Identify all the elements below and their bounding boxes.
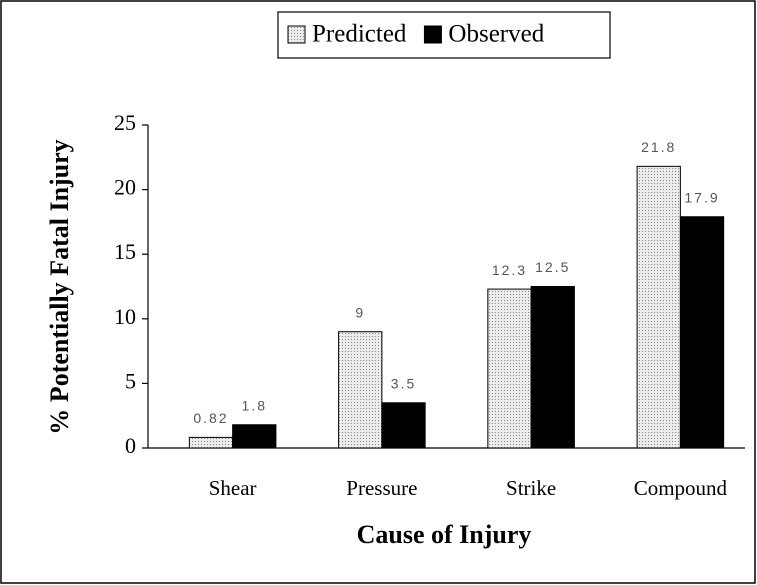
- data-label: 1.8: [242, 397, 267, 413]
- x-axis-title: Cause of Injury: [357, 520, 532, 549]
- x-tick-label: Shear: [209, 476, 257, 500]
- bar: [188, 436, 234, 449]
- y-tick-label: 10: [114, 304, 136, 329]
- y-tick-label: 15: [114, 239, 136, 264]
- y-tick-label: 0: [125, 433, 136, 458]
- legend-box: [277, 11, 611, 59]
- bar: [636, 165, 681, 449]
- bar: [679, 216, 725, 449]
- bar: [487, 288, 532, 449]
- data-label: 21.8: [641, 139, 676, 155]
- data-label: 3.5: [391, 375, 416, 391]
- y-tick-label: 25: [114, 110, 136, 135]
- x-tick-label: Strike: [506, 476, 556, 500]
- y-tick-label: 5: [125, 368, 136, 393]
- y-axis-title: % Potentially Fatal Injury: [45, 139, 74, 434]
- data-label: 17.9: [684, 189, 719, 205]
- legend-swatch: [287, 25, 306, 44]
- data-label: 12.5: [535, 259, 570, 275]
- y-tick-label: 20: [114, 175, 136, 200]
- data-label: 12.3: [492, 262, 527, 278]
- legend-label: Predicted: [312, 21, 407, 48]
- bar: [232, 424, 277, 449]
- bar: [530, 286, 575, 449]
- data-label: 0.82: [193, 410, 228, 426]
- x-tick-label: Compound: [634, 476, 728, 500]
- bar: [338, 331, 383, 449]
- x-tick-label: Pressure: [346, 476, 417, 500]
- legend-label: Observed: [448, 21, 544, 48]
- data-label: 9: [355, 304, 365, 320]
- legend-swatch: [423, 25, 442, 44]
- bar: [381, 402, 426, 449]
